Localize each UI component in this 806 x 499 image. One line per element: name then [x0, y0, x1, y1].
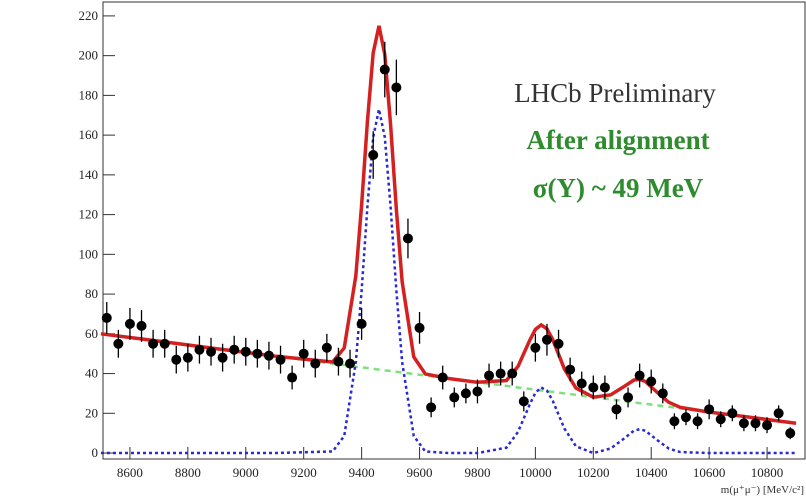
data-point	[136, 320, 147, 331]
data-point	[518, 396, 529, 407]
data-point	[657, 388, 668, 399]
data-point	[773, 408, 784, 419]
y-tick-label: 200	[79, 48, 99, 63]
data-point	[565, 364, 576, 375]
y-tick-label: 80	[85, 286, 98, 301]
data-point	[541, 334, 552, 345]
data-point	[692, 416, 703, 427]
x-tick-label: 8800	[175, 465, 201, 480]
data-point	[762, 420, 773, 431]
data-point	[310, 358, 321, 369]
data-point	[206, 346, 217, 357]
data-point	[495, 368, 506, 379]
y-tick-label: 20	[85, 405, 98, 420]
data-point	[437, 372, 448, 383]
data-point	[588, 382, 599, 393]
y-tick-label: 220	[79, 8, 99, 23]
data-point	[750, 418, 761, 429]
x-tick-label: 8600	[117, 465, 143, 480]
data-point	[634, 370, 645, 381]
data-point	[182, 352, 193, 363]
data-point	[680, 412, 691, 423]
y-tick-label: 140	[79, 167, 99, 182]
data-point	[738, 418, 749, 429]
x-tick-label: 10000	[519, 465, 552, 480]
y-tick-label: 120	[79, 207, 99, 222]
data-point	[507, 368, 518, 379]
annotation: σ(Y) ~ 49 MeV	[533, 173, 704, 203]
x-tick-label: 9000	[233, 465, 259, 480]
data-point	[402, 233, 413, 244]
x-tick-label: 9200	[291, 465, 317, 480]
y-tick-label: 0	[92, 445, 99, 460]
x-tick-label: 9600	[407, 465, 433, 480]
data-point	[368, 149, 379, 160]
x-tick-label: 10600	[693, 465, 726, 480]
annotation: After alignment	[526, 125, 709, 155]
data-point	[217, 352, 228, 363]
data-point	[391, 82, 402, 93]
data-point	[298, 348, 309, 359]
data-point	[576, 378, 587, 389]
data-point	[124, 318, 135, 329]
plot-frame	[102, 1, 806, 460]
data-point	[113, 338, 124, 349]
y-tick-label: 100	[79, 246, 99, 261]
y-tick-label: 160	[79, 127, 99, 142]
data-point	[449, 392, 460, 403]
data-point	[599, 382, 610, 393]
data-point	[101, 312, 112, 323]
data-point	[623, 392, 634, 403]
x-tick-label: 10400	[635, 465, 668, 480]
x-tick-label: 9400	[349, 465, 375, 480]
data-point	[159, 338, 170, 349]
data-point	[345, 358, 356, 369]
data-point	[275, 354, 286, 365]
data-point	[646, 376, 657, 387]
data-point	[426, 402, 437, 413]
data-point	[611, 404, 622, 415]
data-point	[785, 428, 796, 439]
x-tick-label: 9800	[464, 465, 490, 480]
fit-curve	[100, 109, 797, 455]
data-point	[356, 318, 367, 329]
x-tick-label: 10800	[751, 465, 784, 480]
data-point	[321, 342, 332, 353]
y-tick-label: 60	[85, 326, 98, 341]
data-point	[287, 372, 298, 383]
data-point	[171, 354, 182, 365]
data-point	[194, 344, 205, 355]
y-tick-label: 180	[79, 87, 99, 102]
data-point	[333, 356, 344, 367]
data-point	[148, 338, 159, 349]
annotation: LHCb Preliminary	[514, 78, 716, 108]
fit-curve	[100, 332, 797, 425]
data-point	[669, 416, 680, 427]
data-point	[460, 388, 471, 399]
data-point	[229, 344, 240, 355]
y-tick-label: 40	[85, 366, 98, 381]
data-point	[240, 346, 251, 357]
data-point	[530, 342, 541, 353]
x-tick-label: 10200	[577, 465, 610, 480]
data-point	[263, 350, 274, 361]
data-point	[727, 408, 738, 419]
data-point	[252, 348, 263, 359]
data-point	[472, 386, 483, 397]
data-point	[379, 64, 390, 75]
data-point	[553, 338, 564, 349]
data-point	[414, 322, 425, 333]
data-point	[715, 414, 726, 425]
data-point	[704, 404, 715, 415]
x-axis-label: m(μ⁺μ⁻) [MeV/c²]	[721, 484, 804, 496]
data-point	[484, 370, 495, 381]
